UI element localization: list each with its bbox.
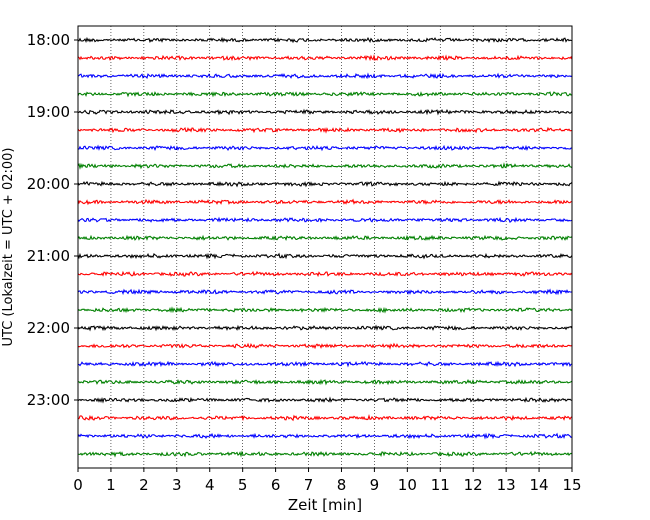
y-tick-label: 20:00 xyxy=(27,175,70,193)
seismic-traces xyxy=(77,36,573,458)
trace-line xyxy=(77,180,573,188)
trace-line xyxy=(77,144,573,152)
x-tick-label: 6 xyxy=(271,476,281,494)
trace-line xyxy=(77,396,573,404)
y-tick-label: 21:00 xyxy=(27,247,70,265)
y-tick-label: 18:00 xyxy=(27,31,70,49)
x-tick-label: 13 xyxy=(497,476,516,494)
x-tick-label: 12 xyxy=(464,476,483,494)
trace-line xyxy=(77,288,573,296)
trace-line xyxy=(77,36,573,44)
y-tick-label: 19:00 xyxy=(27,103,70,121)
y-axis-ticks: 18:00 19:00 20:00 21:00 22:00 23:00 xyxy=(27,31,78,409)
trace-line xyxy=(77,53,573,62)
trace-line xyxy=(77,342,573,350)
trace-line xyxy=(77,324,573,332)
trace-line xyxy=(77,126,573,134)
y-axis-label: UTC (Lokalzeit = UTC + 02:00) xyxy=(1,148,16,347)
y-tick-label: 23:00 xyxy=(27,391,70,409)
x-tick-label: 8 xyxy=(337,476,347,494)
plot-frame xyxy=(77,25,573,469)
x-tick-label: 4 xyxy=(205,476,215,494)
trace-line xyxy=(77,450,573,458)
x-axis-ticks: 0 1 2 3 4 5 6 7 8 9 10 11 12 13 14 15 xyxy=(73,468,582,494)
x-tick-label: 14 xyxy=(530,476,549,494)
trace-line xyxy=(77,306,573,314)
trace-line xyxy=(77,216,573,223)
x-tick-label: 5 xyxy=(238,476,248,494)
trace-line xyxy=(77,198,573,206)
x-tick-label: 2 xyxy=(139,476,149,494)
x-tick-label: 9 xyxy=(370,476,380,494)
trace-line xyxy=(77,360,573,368)
x-axis-label: Zeit [min] xyxy=(288,496,362,514)
trace-line xyxy=(77,91,573,98)
trace-line xyxy=(77,378,573,386)
trace-line xyxy=(77,234,573,241)
trace-line xyxy=(77,252,573,260)
y-tick-label: 22:00 xyxy=(27,319,70,337)
x-tick-label: 1 xyxy=(106,476,116,494)
x-tick-label: 0 xyxy=(73,476,83,494)
trace-line xyxy=(77,162,573,170)
trace-line xyxy=(77,108,573,116)
x-tick-label: 10 xyxy=(398,476,417,494)
x-tick-label: 11 xyxy=(431,476,450,494)
x-tick-label: 3 xyxy=(172,476,182,494)
trace-line xyxy=(77,414,573,422)
trace-line xyxy=(77,432,573,440)
x-tick-label: 15 xyxy=(562,476,581,494)
trace-line xyxy=(77,270,573,278)
trace-line xyxy=(77,72,573,80)
x-tick-label: 7 xyxy=(304,476,314,494)
